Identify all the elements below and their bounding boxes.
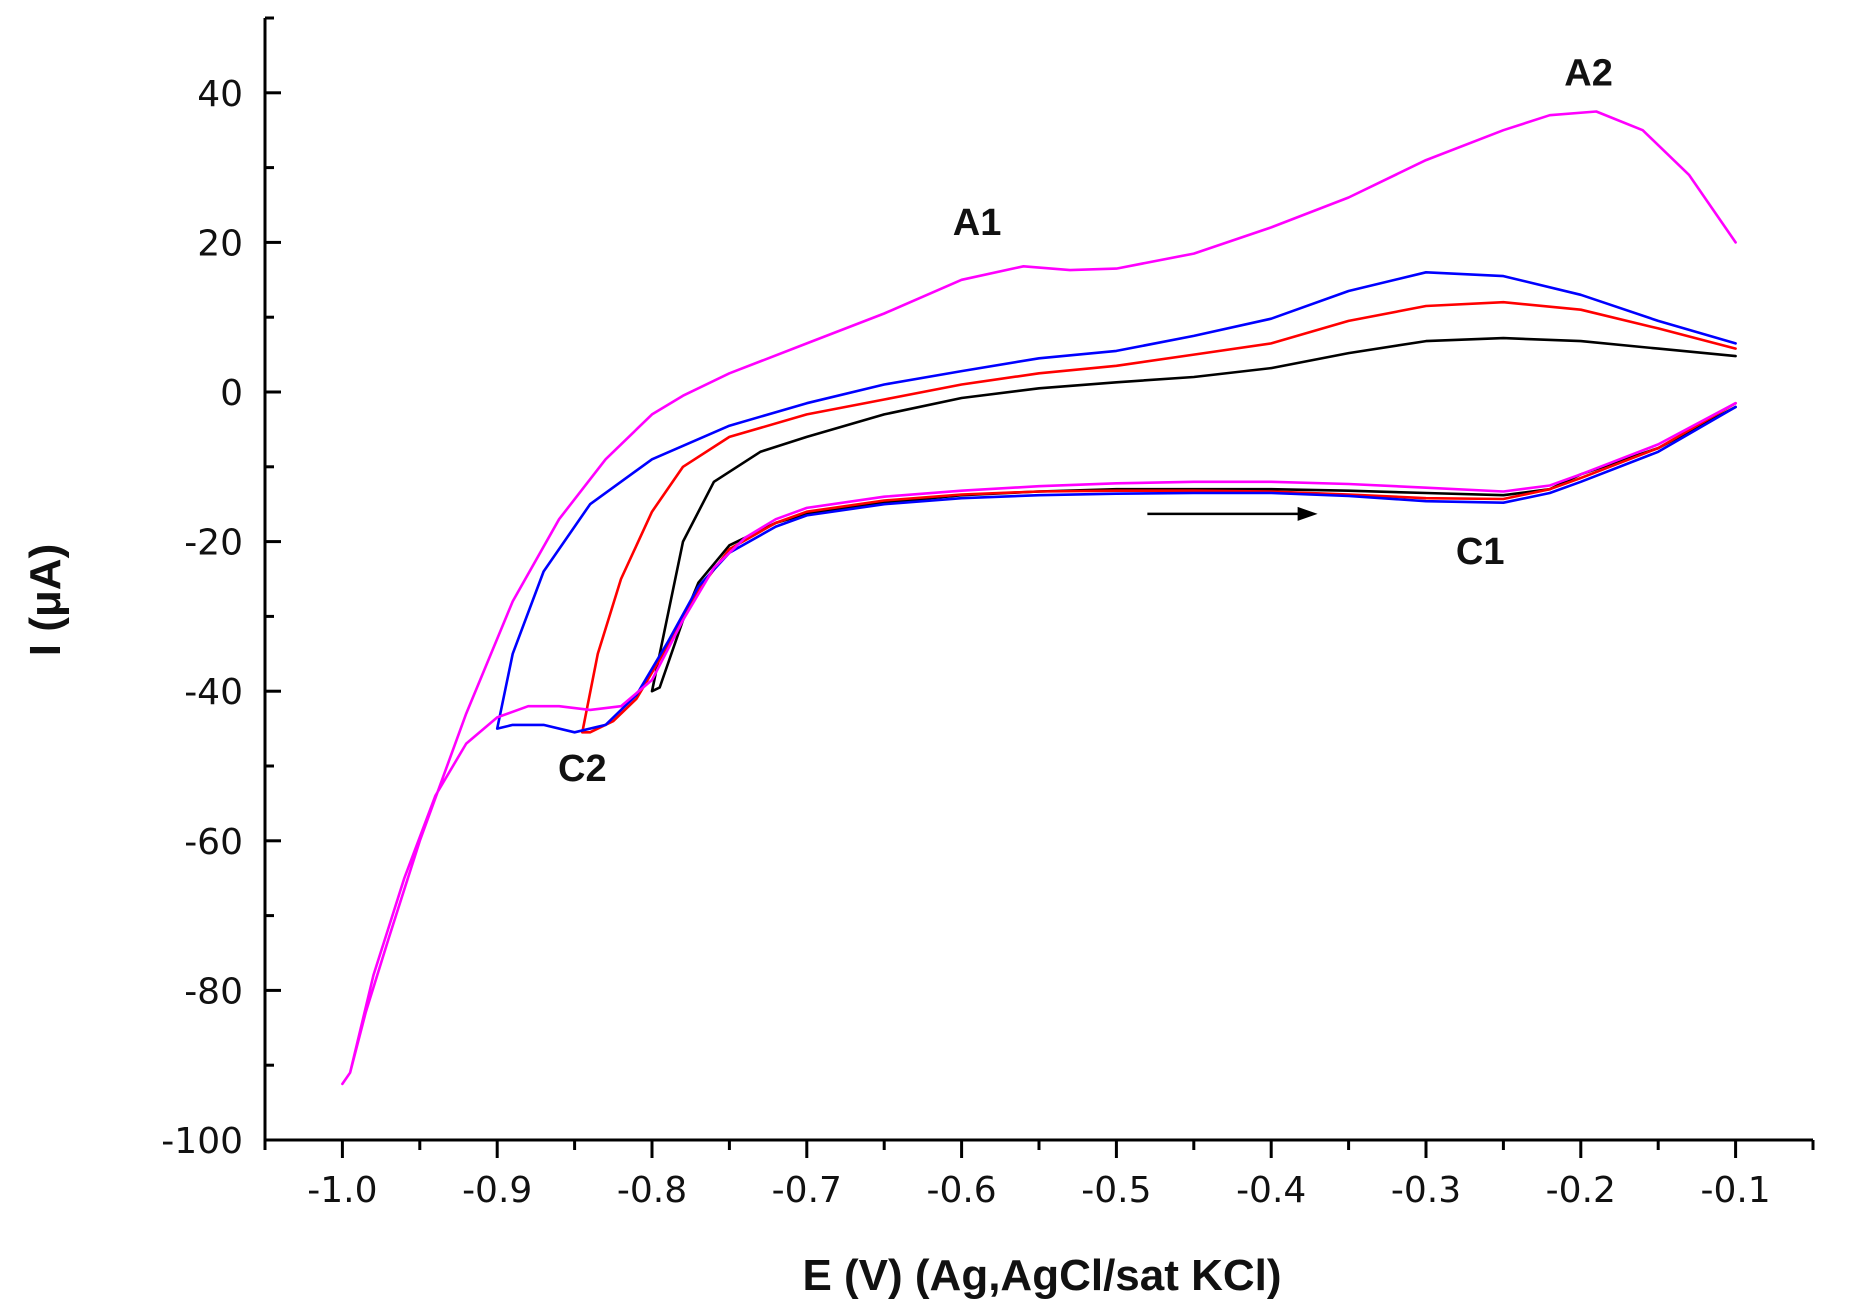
x-tick-label: -1.0: [307, 1170, 377, 1211]
x-axis-title: E (V) (Ag,AgCl/sat KCl): [802, 1251, 1281, 1300]
x-tick-label: -0.4: [1236, 1170, 1306, 1211]
x-tick-label: -0.9: [462, 1170, 532, 1211]
x-tick-label: -0.1: [1700, 1170, 1770, 1211]
x-tick-label: -0.8: [617, 1170, 687, 1211]
series-line-magenta: [341, 110, 1737, 1086]
axes: [263, 18, 1813, 1142]
y-tick-label: 20: [197, 223, 243, 264]
x-tick-label: -0.2: [1546, 1170, 1616, 1211]
peak-annotations: A1 A2 C1 C2: [558, 52, 1613, 790]
x-tick-label: -0.6: [926, 1170, 996, 1211]
peak-label-a2: A2: [1564, 52, 1613, 94]
series-line-black: [650, 336, 1737, 693]
x-tick-label: -0.3: [1391, 1170, 1461, 1211]
peak-label-a1: A1: [953, 202, 1002, 244]
y-tick-label: -100: [161, 1121, 243, 1162]
y-tick-label: -40: [184, 672, 243, 713]
scan-direction-arrow-head: [1297, 506, 1318, 521]
y-tick-label: -80: [184, 971, 243, 1012]
y-tick-label: -60: [184, 822, 243, 863]
x-tick-label: -0.7: [772, 1170, 842, 1211]
tick-labels: -1.0 -0.9 -0.8 -0.7 -0.6 -0.5 -0.4 -0.3 -0.2 -0.1…: [161, 74, 1770, 1211]
x-tick-label: -0.5: [1081, 1170, 1151, 1211]
plot-series: [341, 110, 1737, 1086]
y-tick-label: 0: [220, 373, 243, 414]
y-axis-title: I (μA): [21, 544, 70, 656]
peak-label-c1: C1: [1456, 531, 1505, 573]
y-tick-label: 40: [197, 74, 243, 115]
peak-label-c2: C2: [558, 748, 607, 790]
series-line-red: [581, 300, 1737, 734]
axis-ticks: [263, 16, 1815, 1158]
y-tick-label: -20: [184, 523, 243, 564]
series-line-blue: [495, 271, 1737, 734]
